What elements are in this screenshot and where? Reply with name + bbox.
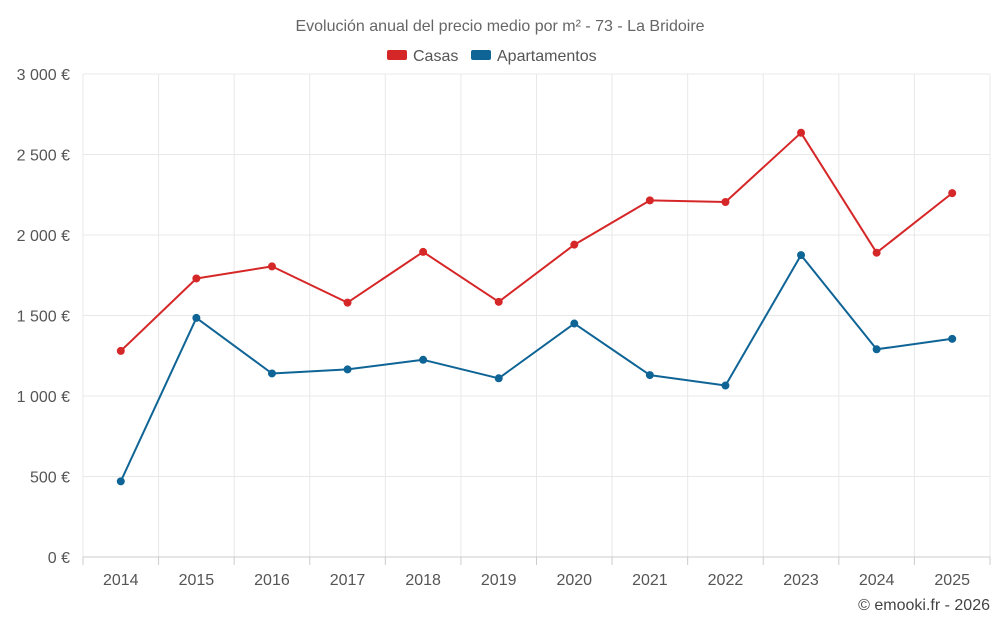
data-point-casas[interactable] [343, 298, 352, 307]
data-point-apartamentos[interactable] [872, 345, 881, 354]
data-point-apartamentos[interactable] [570, 319, 579, 328]
data-point-casas[interactable] [797, 128, 806, 137]
data-point-apartamentos[interactable] [343, 365, 352, 374]
x-tick-label: 2018 [405, 572, 441, 589]
data-point-apartamentos[interactable] [645, 371, 654, 380]
x-tick-label: 2024 [859, 572, 895, 589]
x-tick-label: 2025 [934, 572, 970, 589]
legend-swatch-apartamentos [471, 50, 491, 60]
data-point-casas[interactable] [116, 346, 125, 355]
data-point-casas[interactable] [570, 240, 579, 249]
series-line-casas [120, 131, 953, 352]
data-point-casas[interactable] [721, 197, 730, 206]
y-tick-label: 500 € [30, 470, 70, 487]
legend-item-casas[interactable]: Casas [387, 48, 458, 65]
legend: Casas Apartamentos [387, 48, 597, 65]
series-line-apartamentos [119, 254, 953, 482]
data-point-apartamentos[interactable] [797, 251, 806, 260]
y-tick-label: 3 000 € [17, 67, 70, 84]
axes: 0 € 500 € 1 000 € 1 500 € 2 000 € 2 500 € 3 00… [17, 67, 991, 589]
legend-item-apartamentos[interactable]: Apartamentos [471, 48, 597, 65]
x-tick-label: 2016 [254, 572, 290, 589]
y-tick-label: 2 500 € [17, 148, 70, 165]
x-tick-label: 2022 [708, 572, 744, 589]
y-tick-label: 1 500 € [17, 309, 70, 326]
x-tick-label: 2015 [179, 572, 215, 589]
x-tick-label: 2020 [556, 572, 592, 589]
x-tick-label: 2021 [632, 572, 668, 589]
series [116, 128, 957, 486]
data-point-apartamentos[interactable] [494, 374, 503, 383]
data-point-apartamentos[interactable] [116, 477, 125, 486]
data-point-apartamentos[interactable] [948, 334, 957, 343]
data-point-apartamentos[interactable] [267, 369, 276, 378]
data-point-casas[interactable] [872, 248, 881, 257]
legend-label-apartamentos: Apartamentos [497, 48, 597, 65]
data-point-casas[interactable] [645, 196, 654, 205]
data-point-casas[interactable] [419, 247, 428, 256]
chart-title: Evolución anual del precio medio por m² … [295, 18, 704, 35]
legend-label-casas: Casas [413, 48, 458, 65]
data-point-casas[interactable] [192, 274, 201, 283]
x-tick-label: 2017 [330, 572, 366, 589]
y-tick-label: 2 000 € [17, 228, 70, 245]
y-tick-label: 0 € [48, 550, 70, 567]
credit-text: © emooki.fr - 2026 [858, 597, 990, 614]
data-point-casas[interactable] [948, 189, 957, 198]
data-point-apartamentos[interactable] [721, 381, 730, 390]
data-point-apartamentos[interactable] [419, 355, 428, 364]
data-point-casas[interactable] [494, 297, 503, 306]
data-point-casas[interactable] [267, 262, 276, 271]
data-point-apartamentos[interactable] [192, 313, 201, 322]
x-tick-label: 2014 [103, 572, 139, 589]
y-tick-label: 1 000 € [17, 389, 70, 406]
legend-swatch-casas [387, 50, 407, 60]
x-tick-label: 2019 [481, 572, 517, 589]
grid [82, 73, 991, 557]
x-tick-label: 2023 [783, 572, 819, 589]
